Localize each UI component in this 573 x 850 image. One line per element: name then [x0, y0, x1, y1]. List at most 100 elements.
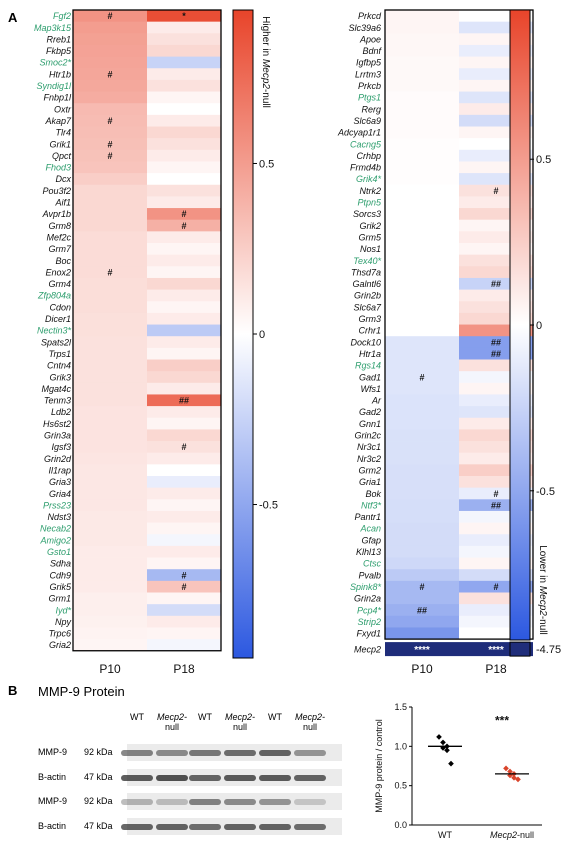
left-heatmap-gene-label: Htr1b — [49, 69, 71, 79]
left-heatmap-gene-label: Dcx — [56, 174, 72, 184]
right-heatmap-gene-label: Adcyap1r1 — [337, 128, 381, 138]
blot-lane-label: Mecp2- null — [224, 712, 255, 732]
left-heatmap-cell — [147, 138, 221, 151]
left-heatmap-gene-label: Sdha — [50, 559, 71, 569]
left-heatmap-gene-label: Trpc6 — [49, 629, 71, 639]
left-heatmap-cell — [73, 359, 147, 372]
left-heatmap-gene-label: Grik3 — [49, 372, 71, 382]
left-heatmap-gene-label: Tlr4 — [56, 128, 72, 138]
left-heatmap-gene-label: Gria4 — [49, 489, 71, 499]
right-heatmap-cell — [385, 545, 459, 558]
right-heatmap-cell — [385, 173, 459, 186]
right-heatmap-cell — [385, 371, 459, 384]
right-heatmap-cell — [385, 452, 459, 465]
left-heatmap-cell — [147, 149, 221, 162]
left-heatmap-gene-label: Grik5 — [49, 582, 71, 592]
left-heatmap-cell — [147, 359, 221, 372]
left-heatmap-cell — [73, 103, 147, 116]
left-heatmap-gene-label: Cdh9 — [49, 570, 71, 580]
right-heatmap-cell — [385, 476, 459, 489]
right-heatmap-gene-label: Grik4* — [356, 174, 382, 184]
left-heatmap-cell — [147, 33, 221, 46]
left-heatmap-sig-mark: # — [181, 582, 186, 592]
right-heatmap-cell — [385, 114, 459, 127]
blot-band — [156, 750, 188, 756]
blot-band — [294, 824, 326, 830]
right-heatmap-gene-label: Ptpn5 — [357, 198, 382, 208]
left-heatmap-gene-label: Grm7 — [49, 244, 72, 254]
blot-band — [121, 750, 153, 756]
left-heatmap-cell — [147, 580, 221, 593]
left-heatmap-cell — [147, 44, 221, 57]
left-heatmap-gene-label: Syndig1l — [36, 81, 72, 91]
right-heatmap-cell — [385, 394, 459, 407]
blot-lane-label: Mecp2- null — [294, 712, 325, 732]
left-heatmap-cell — [73, 126, 147, 139]
left-heatmap-cell — [147, 91, 221, 104]
right-heatmap-cell — [385, 196, 459, 209]
right-heatmap-cell — [385, 231, 459, 244]
blot-band — [224, 799, 256, 805]
left-heatmap-gene-label: Mef2c — [46, 232, 71, 242]
right-col-label: P10 — [411, 662, 433, 676]
right-heatmap-sig-mark: ## — [491, 349, 501, 359]
right-heatmap-sig-mark: ## — [491, 279, 501, 289]
left-heatmap-cell — [73, 208, 147, 221]
right-heatmap-gene-label: Prkcb — [358, 81, 381, 91]
left-heatmap-cell — [147, 499, 221, 512]
left-heatmap-cell — [147, 429, 221, 442]
left-heatmap-cell — [73, 91, 147, 104]
right-heatmap-cell — [385, 254, 459, 267]
right-heatmap-gene-label: Grik2 — [359, 221, 381, 231]
y-tick-label: 1.5 — [394, 702, 407, 712]
scatter-point — [440, 739, 446, 746]
right-heatmap-gene-label: Crhbp — [356, 151, 381, 161]
left-heatmap-cell — [147, 569, 221, 582]
left-heatmap-cell — [147, 406, 221, 419]
left-heatmap-gene-label: Mgat4c — [41, 384, 71, 394]
blot-band — [224, 750, 256, 756]
blot-size-label: 47 kDa — [84, 821, 113, 831]
left-heatmap-cell — [73, 545, 147, 558]
right-heatmap-cell — [385, 10, 459, 23]
right-heatmap-cell — [385, 510, 459, 523]
blot-band — [121, 799, 153, 805]
right-heatmap-gene-label: Cacng5 — [350, 139, 382, 149]
blot-band — [121, 824, 153, 830]
left-heatmap-cell — [73, 312, 147, 325]
right-heatmap-gene-label: Grm5 — [359, 232, 382, 242]
left-heatmap-cell — [147, 627, 221, 640]
blot-band — [156, 775, 188, 781]
left-heatmap-gene-label: Prss23 — [43, 500, 71, 510]
mecp2-p10-mark: **** — [414, 645, 430, 656]
left-heatmap-sig-mark: # — [107, 267, 112, 277]
right-heatmap-sig-mark: ## — [417, 605, 427, 615]
left-heatmap-cell — [147, 382, 221, 395]
right-colorbar-title: Lower in Mecp2-null — [537, 545, 548, 635]
left-heatmap-cell — [147, 21, 221, 34]
right-heatmap-gene-label: Slc6a7 — [353, 302, 382, 312]
left-heatmap-cell — [147, 196, 221, 209]
left-heatmap-cell — [147, 208, 221, 221]
blot-band — [294, 750, 326, 756]
right-heatmap-gene-label: Grin2b — [354, 291, 381, 301]
left-heatmap-cell — [73, 44, 147, 57]
significance-mark: *** — [495, 713, 509, 727]
left-heatmap-sig-mark: # — [107, 151, 112, 161]
left-heatmap-cell — [73, 219, 147, 232]
left-heatmap-gene-label: Il1rap — [48, 465, 71, 475]
left-heatmap-cell — [73, 371, 147, 384]
blot-band — [189, 750, 221, 756]
left-heatmap-cell — [73, 196, 147, 209]
left-heatmap-cell — [73, 33, 147, 46]
left-heatmap-gene-label: Gria2 — [49, 640, 71, 650]
right-heatmap-cell — [385, 266, 459, 279]
right-colorbar-tick-label: -0.5 — [536, 486, 555, 498]
right-heatmap-cell — [385, 615, 459, 628]
left-heatmap-cell — [73, 452, 147, 465]
left-heatmap-cell — [147, 173, 221, 186]
left-heatmap-cell — [73, 301, 147, 314]
left-heatmap-cell — [147, 615, 221, 628]
left-heatmap-cell — [147, 243, 221, 256]
scatter-point — [436, 734, 442, 740]
